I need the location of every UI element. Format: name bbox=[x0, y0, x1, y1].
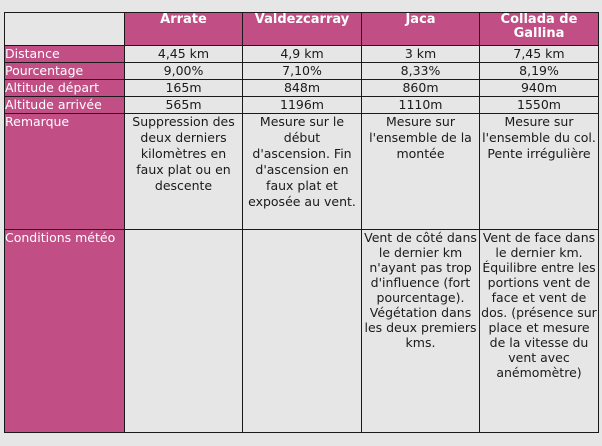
column-header-jaca: Jaca bbox=[361, 12, 480, 46]
row-label-altitude-arrivee: Altitude arrivée bbox=[4, 96, 125, 114]
remarque-text: Mesure sur le début d'ascension. Fin d'a… bbox=[248, 114, 356, 209]
table-row-conditions-meteo: Conditions météo Vent de côté dans le de… bbox=[4, 229, 599, 433]
row-label-remarque: Remarque bbox=[4, 113, 125, 230]
cell-altitude-arrivee-valdezcarray: 1196m bbox=[242, 96, 362, 114]
remarque-text: Mesure sur l'ensemble du col. Pente irré… bbox=[482, 114, 596, 161]
cell-distance-collada: 7,45 km bbox=[479, 45, 599, 63]
cell-meteo-valdezcarray bbox=[242, 229, 362, 433]
column-header-label: Collada de Gallina bbox=[500, 12, 578, 41]
cell-altitude-arrivee-arrate: 565m bbox=[124, 96, 243, 114]
row-label-distance: Distance bbox=[4, 45, 125, 63]
table-row-altitude-depart: Altitude départ 165m 848m 860m 940m bbox=[4, 79, 599, 97]
remarque-text: Mesure sur l'ensemble de la montée bbox=[369, 114, 472, 161]
meteo-text: Vent de côté dans le dernier km n'ayant … bbox=[364, 230, 477, 350]
cell-altitude-depart-valdezcarray: 848m bbox=[242, 79, 362, 97]
column-header-collada-de-gallina: Collada de Gallina bbox=[479, 12, 599, 46]
table-header-row: Arrate Valdezcarray Jaca Collada de Gall… bbox=[4, 12, 599, 46]
table-row-pourcentage: Pourcentage 9,00% 7,10% 8,33% 8,19% bbox=[4, 62, 599, 80]
cell-meteo-collada: Vent de face dans le dernier km. Équilib… bbox=[479, 229, 599, 433]
remarque-text: Suppression des deux derniers kilomètres… bbox=[132, 114, 235, 193]
row-label-altitude-depart: Altitude départ bbox=[4, 79, 125, 97]
cell-pourcentage-jaca: 8,33% bbox=[361, 62, 480, 80]
row-label-pourcentage: Pourcentage bbox=[4, 62, 125, 80]
cell-distance-jaca: 3 km bbox=[361, 45, 480, 63]
cell-distance-valdezcarray: 4,9 km bbox=[242, 45, 362, 63]
cell-remarque-arrate: Suppression des deux derniers kilomètres… bbox=[124, 113, 243, 230]
cell-remarque-collada: Mesure sur l'ensemble du col. Pente irré… bbox=[479, 113, 599, 230]
cell-altitude-depart-collada: 940m bbox=[479, 79, 599, 97]
cell-meteo-jaca: Vent de côté dans le dernier km n'ayant … bbox=[361, 229, 480, 433]
cell-pourcentage-valdezcarray: 7,10% bbox=[242, 62, 362, 80]
column-header-valdezcarray: Valdezcarray bbox=[242, 12, 362, 46]
cell-meteo-arrate bbox=[124, 229, 243, 433]
cell-pourcentage-arrate: 9,00% bbox=[124, 62, 243, 80]
cell-remarque-valdezcarray: Mesure sur le début d'ascension. Fin d'a… bbox=[242, 113, 362, 230]
cell-altitude-arrivee-collada: 1550m bbox=[479, 96, 599, 114]
table-corner bbox=[4, 12, 125, 46]
cell-altitude-depart-jaca: 860m bbox=[361, 79, 480, 97]
climb-comparison-table: Arrate Valdezcarray Jaca Collada de Gall… bbox=[4, 12, 599, 433]
cell-pourcentage-collada: 8,19% bbox=[479, 62, 599, 80]
meteo-text: Vent de face dans le dernier km. Équilib… bbox=[481, 230, 597, 380]
table-row-altitude-arrivee: Altitude arrivée 565m 1196m 1110m 1550m bbox=[4, 96, 599, 114]
cell-altitude-depart-arrate: 165m bbox=[124, 79, 243, 97]
column-header-arrate: Arrate bbox=[124, 12, 243, 46]
cell-altitude-arrivee-jaca: 1110m bbox=[361, 96, 480, 114]
cell-distance-arrate: 4,45 km bbox=[124, 45, 243, 63]
row-label-conditions-meteo: Conditions météo bbox=[4, 229, 125, 433]
cell-remarque-jaca: Mesure sur l'ensemble de la montée bbox=[361, 113, 480, 230]
table-row-remarque: Remarque Suppression des deux derniers k… bbox=[4, 113, 599, 230]
table-row-distance: Distance 4,45 km 4,9 km 3 km 7,45 km bbox=[4, 45, 599, 63]
